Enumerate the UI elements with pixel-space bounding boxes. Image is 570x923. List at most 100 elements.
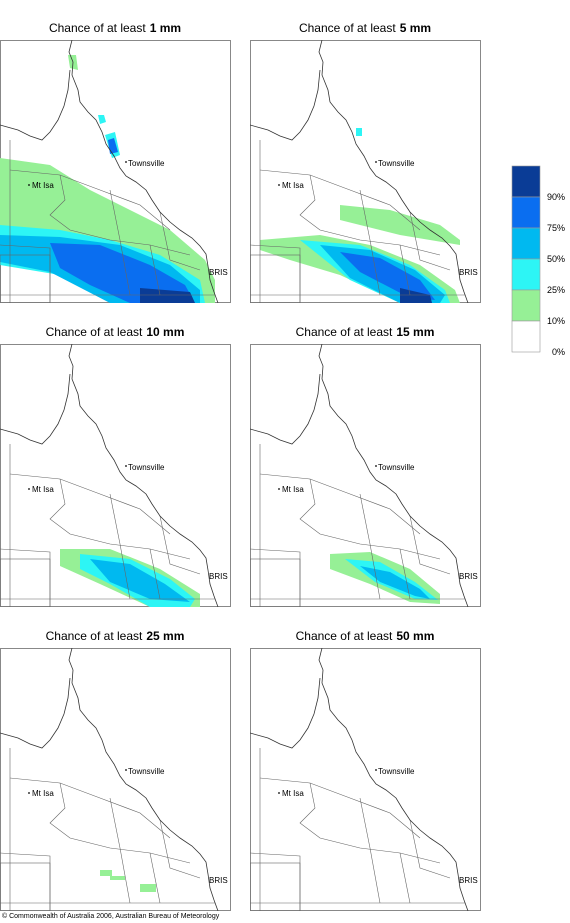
state-border xyxy=(399,244,411,296)
title-prefix: Chance of at least xyxy=(296,629,393,643)
panel-title: Chance of at least 50 mm xyxy=(296,629,435,643)
place-label: Mt Isa xyxy=(32,181,54,190)
panel-frame xyxy=(250,648,481,911)
place-dot xyxy=(278,488,280,490)
coastline xyxy=(250,373,321,445)
state-border xyxy=(409,211,451,271)
inset-box xyxy=(250,254,301,303)
rain-area xyxy=(90,559,190,602)
place-dot xyxy=(28,184,30,186)
state-border xyxy=(399,548,411,600)
panel-frame xyxy=(0,648,231,911)
state-border xyxy=(409,819,451,879)
legend-swatch xyxy=(511,320,541,353)
title-prefix: Chance of at least xyxy=(296,325,393,339)
state-border xyxy=(109,189,131,296)
panel-title: Chance of at least 25 mm xyxy=(46,629,185,643)
place-label: Mt Isa xyxy=(32,485,54,494)
map-panel: Townsville Mt Isa BRIS xyxy=(0,648,231,911)
rain-area xyxy=(140,884,156,892)
place-label: BRIS xyxy=(209,876,228,885)
coastline xyxy=(318,344,469,607)
place-label: Townsville xyxy=(378,159,415,168)
rain-area xyxy=(340,205,460,245)
coastline xyxy=(68,40,219,303)
legend: 90% 75% 50% 25% 10% 0% xyxy=(511,165,565,357)
place-dot xyxy=(125,465,127,467)
state-border xyxy=(149,244,161,296)
legend-label: 90% xyxy=(547,192,565,202)
place-label: Townsville xyxy=(378,767,415,776)
place-label: Townsville xyxy=(128,767,165,776)
title-amount: 15 mm xyxy=(396,325,434,339)
coastline xyxy=(0,677,71,749)
title-prefix: Chance of at least xyxy=(49,21,146,35)
coastline xyxy=(0,373,71,445)
state-border xyxy=(109,493,131,600)
inset-box xyxy=(0,254,51,303)
map-panel: Townsville Mt Isa BRIS xyxy=(250,344,481,607)
legend-swatch xyxy=(511,227,541,260)
place-label: Mt Isa xyxy=(282,485,304,494)
legend-label: 10% xyxy=(547,316,565,326)
map-panel: Townsville Mt Isa BRIS xyxy=(250,648,481,911)
state-border xyxy=(159,819,201,879)
panel-title: Chance of at least 10 mm xyxy=(46,325,185,339)
state-border xyxy=(259,777,421,839)
coastline xyxy=(0,69,71,141)
title-prefix: Chance of at least xyxy=(46,325,143,339)
place-label: BRIS xyxy=(459,876,478,885)
place-label: BRIS xyxy=(459,268,478,277)
coastline xyxy=(250,69,321,141)
place-label: BRIS xyxy=(459,572,478,581)
map-panel: Townsville Mt Isa BRIS xyxy=(0,40,231,303)
coastline xyxy=(318,648,469,911)
place-dot xyxy=(375,161,377,163)
state-border xyxy=(149,852,161,904)
map-panel: Townsville Mt Isa BRIS xyxy=(250,40,481,303)
legend-label: 0% xyxy=(552,347,565,357)
title-amount: 10 mm xyxy=(146,325,184,339)
title-amount: 25 mm xyxy=(146,629,184,643)
title-prefix: Chance of at least xyxy=(46,629,143,643)
state-border xyxy=(259,473,421,535)
inset-box xyxy=(0,862,51,911)
place-dot xyxy=(28,792,30,794)
legend-swatch xyxy=(511,165,541,198)
rain-area xyxy=(98,115,106,124)
title-amount: 1 mm xyxy=(150,21,181,35)
place-label: Mt Isa xyxy=(282,181,304,190)
rain-area xyxy=(400,288,432,303)
legend-label: 75% xyxy=(547,223,565,233)
legend-label: 50% xyxy=(547,254,565,264)
state-border xyxy=(259,169,421,231)
legend-swatch xyxy=(511,289,541,322)
state-border xyxy=(9,777,171,839)
place-dot xyxy=(278,184,280,186)
place-label: Mt Isa xyxy=(32,789,54,798)
place-label: BRIS xyxy=(209,268,228,277)
rain-area xyxy=(108,138,118,154)
inset-box xyxy=(0,558,51,607)
rain-area xyxy=(360,566,430,599)
state-border xyxy=(159,211,201,271)
rain-area xyxy=(356,128,362,136)
state-border xyxy=(9,473,171,535)
rain-area xyxy=(110,876,125,880)
state-border xyxy=(159,515,201,575)
place-label: Townsville xyxy=(378,463,415,472)
place-dot xyxy=(278,792,280,794)
inset-box xyxy=(250,558,301,607)
state-border xyxy=(9,169,171,231)
place-label: BRIS xyxy=(209,572,228,581)
map-panel: Townsville Mt Isa BRIS xyxy=(0,344,231,607)
state-border xyxy=(399,852,411,904)
legend-swatch xyxy=(511,258,541,291)
place-label: Townsville xyxy=(128,159,165,168)
place-dot xyxy=(375,465,377,467)
rain-area xyxy=(140,288,195,303)
panel-title: Chance of at least 15 mm xyxy=(296,325,435,339)
place-dot xyxy=(125,161,127,163)
legend-label: 25% xyxy=(547,285,565,295)
